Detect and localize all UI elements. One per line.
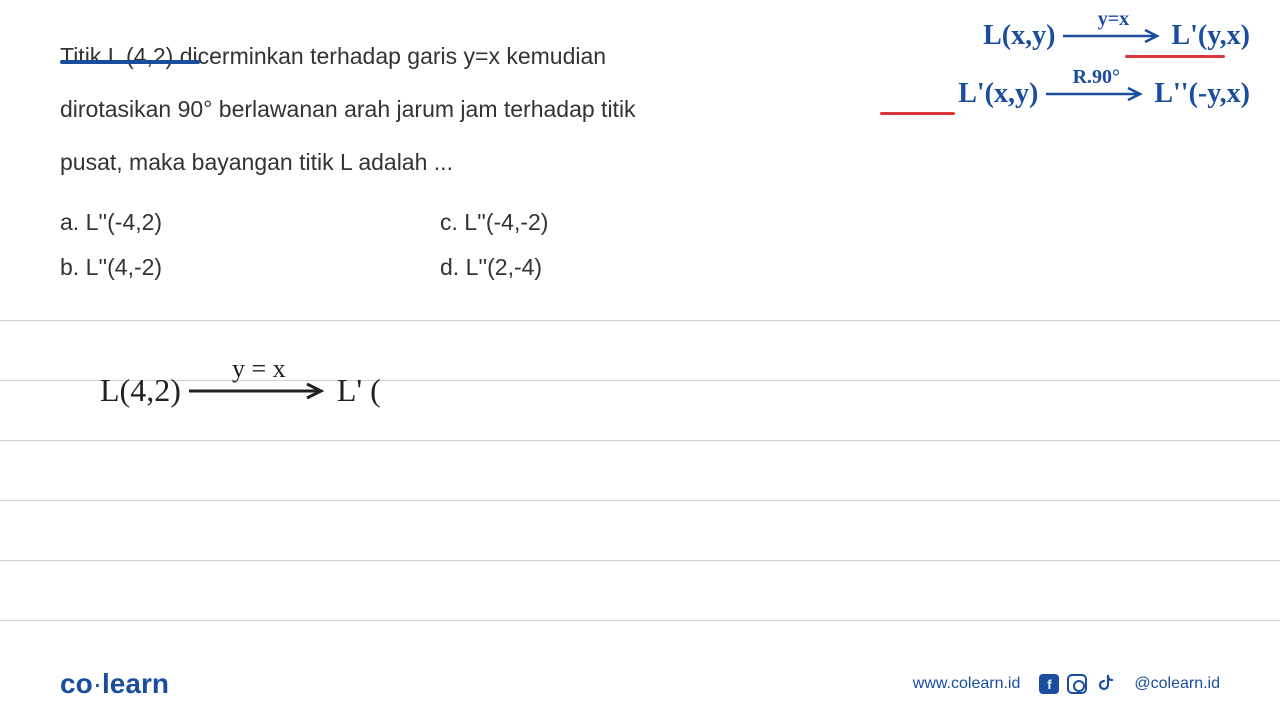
question-keyword: Titik L (4,2) [60,43,173,69]
logo-part-co: co [60,668,93,699]
handwritten-rule-2: L'(x,y) R.90° L''(-y,x) [958,78,1250,110]
rule1-left: L(x,y) [983,20,1055,52]
rule2-right: L''(-y,x) [1154,78,1250,110]
footer-url: www.colearn.id [913,675,1021,693]
arrow-icon: y = x [189,382,329,400]
question-line2: dirotasikan 90° berlawanan arah jarum ja… [60,96,636,122]
footer: co·learn www.colearn.id f @colearn.id [0,668,1280,700]
ruled-line [0,440,1280,441]
instagram-icon [1066,673,1088,695]
question-text: Titik L (4,2) dicerminkan terhadap garis… [60,30,700,189]
rule2-arrow-label: R.90° [1073,66,1120,89]
ruled-line [0,500,1280,501]
blue-underline [60,60,200,64]
option-c: c. L''(-4,-2) [440,209,820,236]
option-d: d. L''(2,-4) [440,254,820,281]
footer-handle: @colearn.id [1134,675,1220,693]
options-block: a. L''(-4,2) c. L''(-4,-2) b. L''(4,-2) … [60,209,1220,281]
worked-right: L' ( [337,372,381,409]
logo-dot: · [93,668,102,699]
red-underline-1 [1125,55,1225,58]
logo-part-learn: learn [102,668,169,699]
worked-arrow-label: y = x [232,354,286,384]
red-underline-2 [880,112,955,115]
arrow-icon: R.90° [1046,86,1146,102]
ruled-line [0,560,1280,561]
worked-left: L(4,2) [100,372,181,409]
worked-step-1: L(4,2) y = x L' ( [100,372,381,409]
ruled-line [0,620,1280,621]
arrow-icon: y=x [1063,28,1163,44]
question-block: Titik L (4,2) dicerminkan terhadap garis… [60,30,1220,281]
option-a: a. L''(-4,2) [60,209,440,236]
rule1-arrow-label: y=x [1098,8,1129,31]
social-icons: f [1038,673,1116,695]
footer-right: www.colearn.id f @colearn.id [913,673,1220,695]
brand-logo: co·learn [60,668,169,700]
ruled-line [0,320,1280,321]
facebook-icon: f [1038,673,1060,695]
question-line3: pusat, maka bayangan titik L adalah ... [60,149,453,175]
tiktok-icon [1094,673,1116,695]
rule2-left: L'(x,y) [958,78,1038,110]
option-b: b. L''(4,-2) [60,254,440,281]
handwritten-rule-1: L(x,y) y=x L'(y,x) [983,20,1250,52]
rule1-right: L'(y,x) [1171,20,1250,52]
question-rest1: dicerminkan terhadap garis y=x kemudian [173,43,606,69]
